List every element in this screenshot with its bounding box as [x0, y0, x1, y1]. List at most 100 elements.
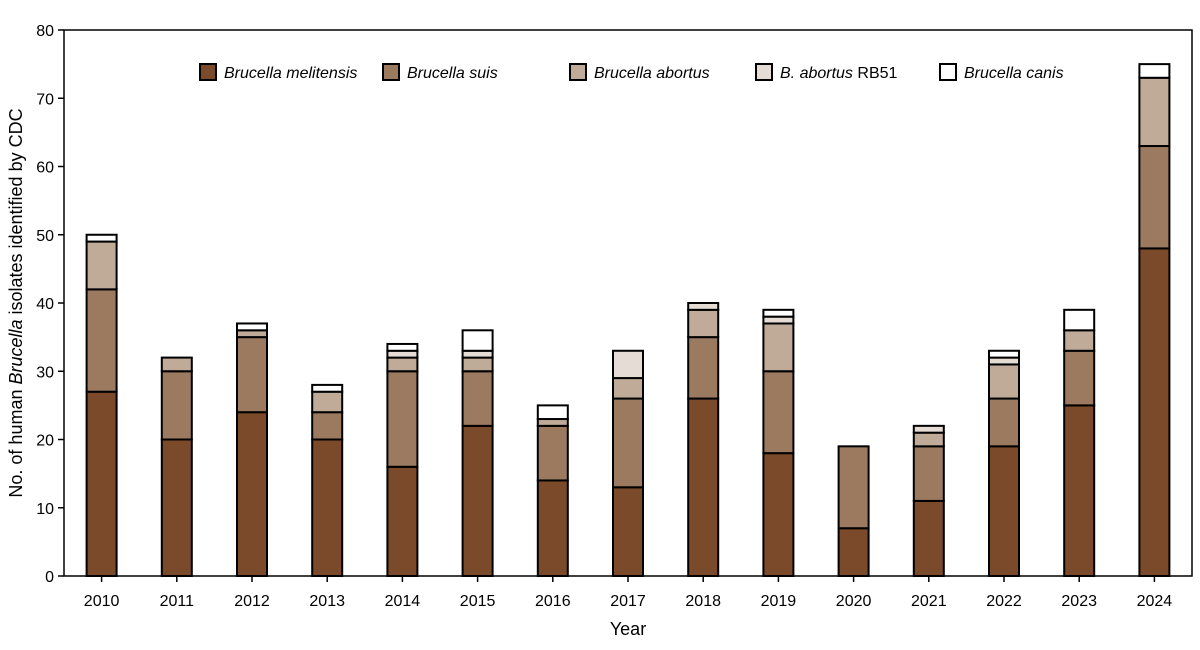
legend-label: B. abortus RB51 [780, 65, 898, 82]
legend-label: Brucella abortus [594, 65, 710, 82]
bar-segment-b-abortus-rb51-2014 [386, 349, 419, 359]
bar-segment-brucella-abortus-2023 [1063, 329, 1096, 352]
bar-segment-brucella-melitensis-2021 [912, 499, 945, 577]
bar-stack-2016 [536, 404, 569, 578]
bar-segment-brucella-suis-2011 [160, 370, 193, 441]
bar-stack-2013 [311, 383, 344, 577]
bar-segment-brucella-melitensis-2014 [386, 465, 419, 577]
bar-segment-brucella-melitensis-2010 [85, 390, 118, 577]
x-tick-label: 2011 [160, 593, 195, 610]
bar-segment-brucella-suis-2019 [762, 370, 795, 455]
y-axis-title: No. of human Brucella isolates identifie… [6, 108, 26, 497]
legend-item-brucella-melitensis: Brucella melitensis [199, 63, 357, 82]
legend-label-part: Brucella melitensis [224, 65, 357, 82]
bar-segment-brucella-suis-2024 [1138, 145, 1171, 250]
x-tick-label: 2014 [385, 593, 421, 610]
y-axis: 0 10 20 30 40 50 60 70 80 [36, 23, 64, 586]
y-tick-label: 0 [45, 569, 54, 586]
legend-label: Brucella melitensis [224, 65, 357, 82]
x-tick-label: 2012 [234, 593, 270, 610]
x-axis: 2010 2011 2012 2013 2014 2015 2016 2017 2018 2019… [84, 576, 1172, 610]
bar-segment-brucella-abortus-2016 [536, 418, 569, 427]
bar-stack-2020 [837, 445, 870, 577]
bar-segment-brucella-melitensis-2020 [837, 527, 870, 577]
bar-segment-brucella-abortus-2019 [762, 322, 795, 373]
x-tick-label: 2023 [1061, 593, 1097, 610]
bar-segment-brucella-melitensis-2018 [687, 397, 720, 577]
bar-stack-2012 [236, 322, 268, 578]
x-tick-label: 2021 [911, 593, 947, 610]
x-tick-label: 2024 [1137, 593, 1173, 610]
x-tick-label: 2015 [460, 593, 496, 610]
bar-stack-2023 [1063, 308, 1096, 577]
legend-item-brucella-canis: Brucella canis [939, 63, 1064, 82]
x-tick-label: 2016 [535, 593, 571, 610]
bar-segment-brucella-suis-2012 [236, 336, 268, 414]
legend: Brucella melitensis Brucella suis Brucella… [199, 63, 1064, 82]
bar-segment-brucella-abortus-2014 [386, 356, 419, 373]
x-tick-label: 2020 [836, 593, 872, 610]
bar-segment-brucella-suis-2023 [1063, 349, 1096, 407]
bar-segment-brucella-canis-2010 [85, 233, 118, 243]
bar-stack-2011 [160, 356, 193, 577]
x-tick-label: 2022 [986, 593, 1022, 610]
bar-segment-b-abortus-rb51-2021 [912, 424, 945, 434]
bar-segment-brucella-abortus-2010 [85, 240, 118, 291]
legend-swatch [382, 63, 400, 81]
bar-segment-b-abortus-rb51-2017 [612, 349, 644, 380]
bar-segment-brucella-canis-2012 [236, 322, 268, 332]
legend-swatch [569, 63, 587, 81]
legend-label: Brucella suis [407, 65, 498, 82]
bar-segment-brucella-melitensis-2011 [160, 438, 193, 577]
legend-label-part: Brucella suis [407, 65, 498, 82]
bar-stack-2019 [762, 308, 795, 577]
bar-segment-brucella-melitensis-2017 [612, 486, 644, 577]
bar-stack-2014 [386, 342, 419, 577]
x-tick-label: 2010 [84, 593, 120, 610]
y-tick-label: 50 [36, 228, 54, 245]
bar-segment-brucella-suis-2010 [85, 288, 118, 393]
bar-segment-brucella-canis-2014 [386, 342, 419, 352]
bar-segment-brucella-canis-2023 [1063, 308, 1096, 332]
bar-segment-brucella-canis-2015 [461, 329, 494, 352]
legend-item-b-abortus-rb51: B. abortus RB51 [755, 63, 898, 82]
bar-stack-2022 [988, 349, 1020, 578]
bar-segment-brucella-canis-2024 [1138, 63, 1171, 79]
y-tick-label: 10 [36, 501, 54, 518]
bar-segment-brucella-melitensis-2015 [461, 424, 494, 577]
bar-segment-brucella-suis-2015 [461, 370, 494, 427]
bar-segment-brucella-melitensis-2012 [236, 411, 268, 578]
y-tick-label: 80 [36, 23, 54, 40]
bar-segment-brucella-suis-2016 [536, 424, 569, 482]
bars-group [85, 63, 1171, 578]
bar-segment-brucella-abortus-2022 [988, 363, 1020, 400]
bar-segment-b-abortus-rb51-2019 [762, 315, 795, 325]
y-tick-label: 20 [36, 433, 54, 450]
bar-segment-brucella-suis-2014 [386, 370, 419, 468]
bar-stack-2017 [612, 349, 644, 577]
bar-segment-brucella-melitensis-2024 [1138, 247, 1171, 577]
legend-label-part: RB51 [853, 65, 898, 82]
bar-segment-b-abortus-rb51-2022 [988, 356, 1020, 366]
bar-segment-brucella-canis-2013 [311, 383, 344, 393]
bar-segment-brucella-suis-2013 [311, 411, 344, 441]
bar-segment-brucella-suis-2018 [687, 336, 720, 400]
bar-segment-brucella-melitensis-2016 [536, 479, 569, 578]
y-axis-title-part: isolates identified by CDC [6, 108, 26, 319]
bar-stack-2010 [85, 233, 118, 577]
legend-item-brucella-suis: Brucella suis [382, 63, 498, 82]
legend-swatch [755, 63, 773, 81]
bar-segment-brucella-suis-2022 [988, 397, 1020, 448]
bar-segment-b-abortus-rb51-2018 [687, 302, 720, 311]
bar-segment-brucella-abortus-2015 [461, 356, 494, 373]
y-axis-title-part: Brucella [6, 320, 26, 385]
bar-segment-brucella-canis-2022 [988, 349, 1020, 359]
x-tick-label: 2013 [309, 593, 345, 610]
bar-segment-brucella-abortus-2013 [311, 390, 344, 414]
x-tick-label: 2019 [761, 593, 797, 610]
legend-label-part: Brucella canis [964, 65, 1064, 82]
bar-segment-brucella-suis-2020 [837, 445, 870, 530]
bar-segment-brucella-canis-2019 [762, 308, 795, 318]
legend-swatch [199, 63, 217, 81]
